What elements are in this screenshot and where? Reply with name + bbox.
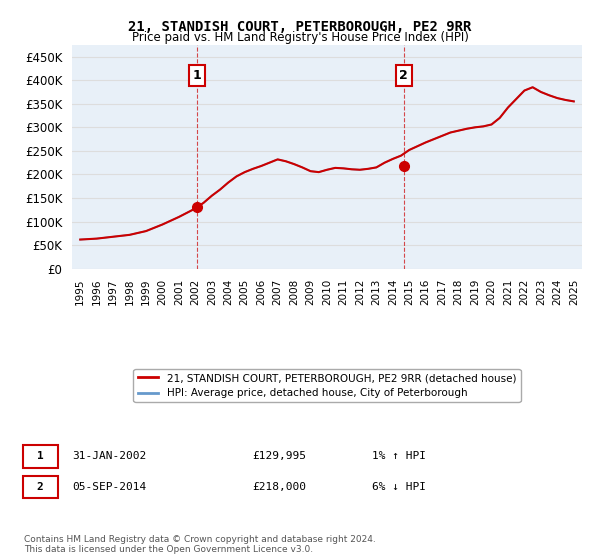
Text: 05-SEP-2014: 05-SEP-2014 [72,482,146,492]
Text: 31-JAN-2002: 31-JAN-2002 [72,451,146,461]
Text: 6% ↓ HPI: 6% ↓ HPI [372,482,426,492]
Text: £129,995: £129,995 [252,451,306,461]
Text: 1: 1 [193,69,201,82]
Text: £218,000: £218,000 [252,482,306,492]
Text: Price paid vs. HM Land Registry's House Price Index (HPI): Price paid vs. HM Land Registry's House … [131,31,469,44]
Legend: 21, STANDISH COURT, PETERBOROUGH, PE2 9RR (detached house), HPI: Average price, : 21, STANDISH COURT, PETERBOROUGH, PE2 9R… [133,369,521,403]
Text: 21, STANDISH COURT, PETERBOROUGH, PE2 9RR: 21, STANDISH COURT, PETERBOROUGH, PE2 9R… [128,20,472,34]
Text: 2: 2 [37,482,44,492]
Text: 1: 1 [37,451,44,461]
Text: 1% ↑ HPI: 1% ↑ HPI [372,451,426,461]
Text: 2: 2 [400,69,408,82]
Text: Contains HM Land Registry data © Crown copyright and database right 2024.
This d: Contains HM Land Registry data © Crown c… [24,535,376,554]
